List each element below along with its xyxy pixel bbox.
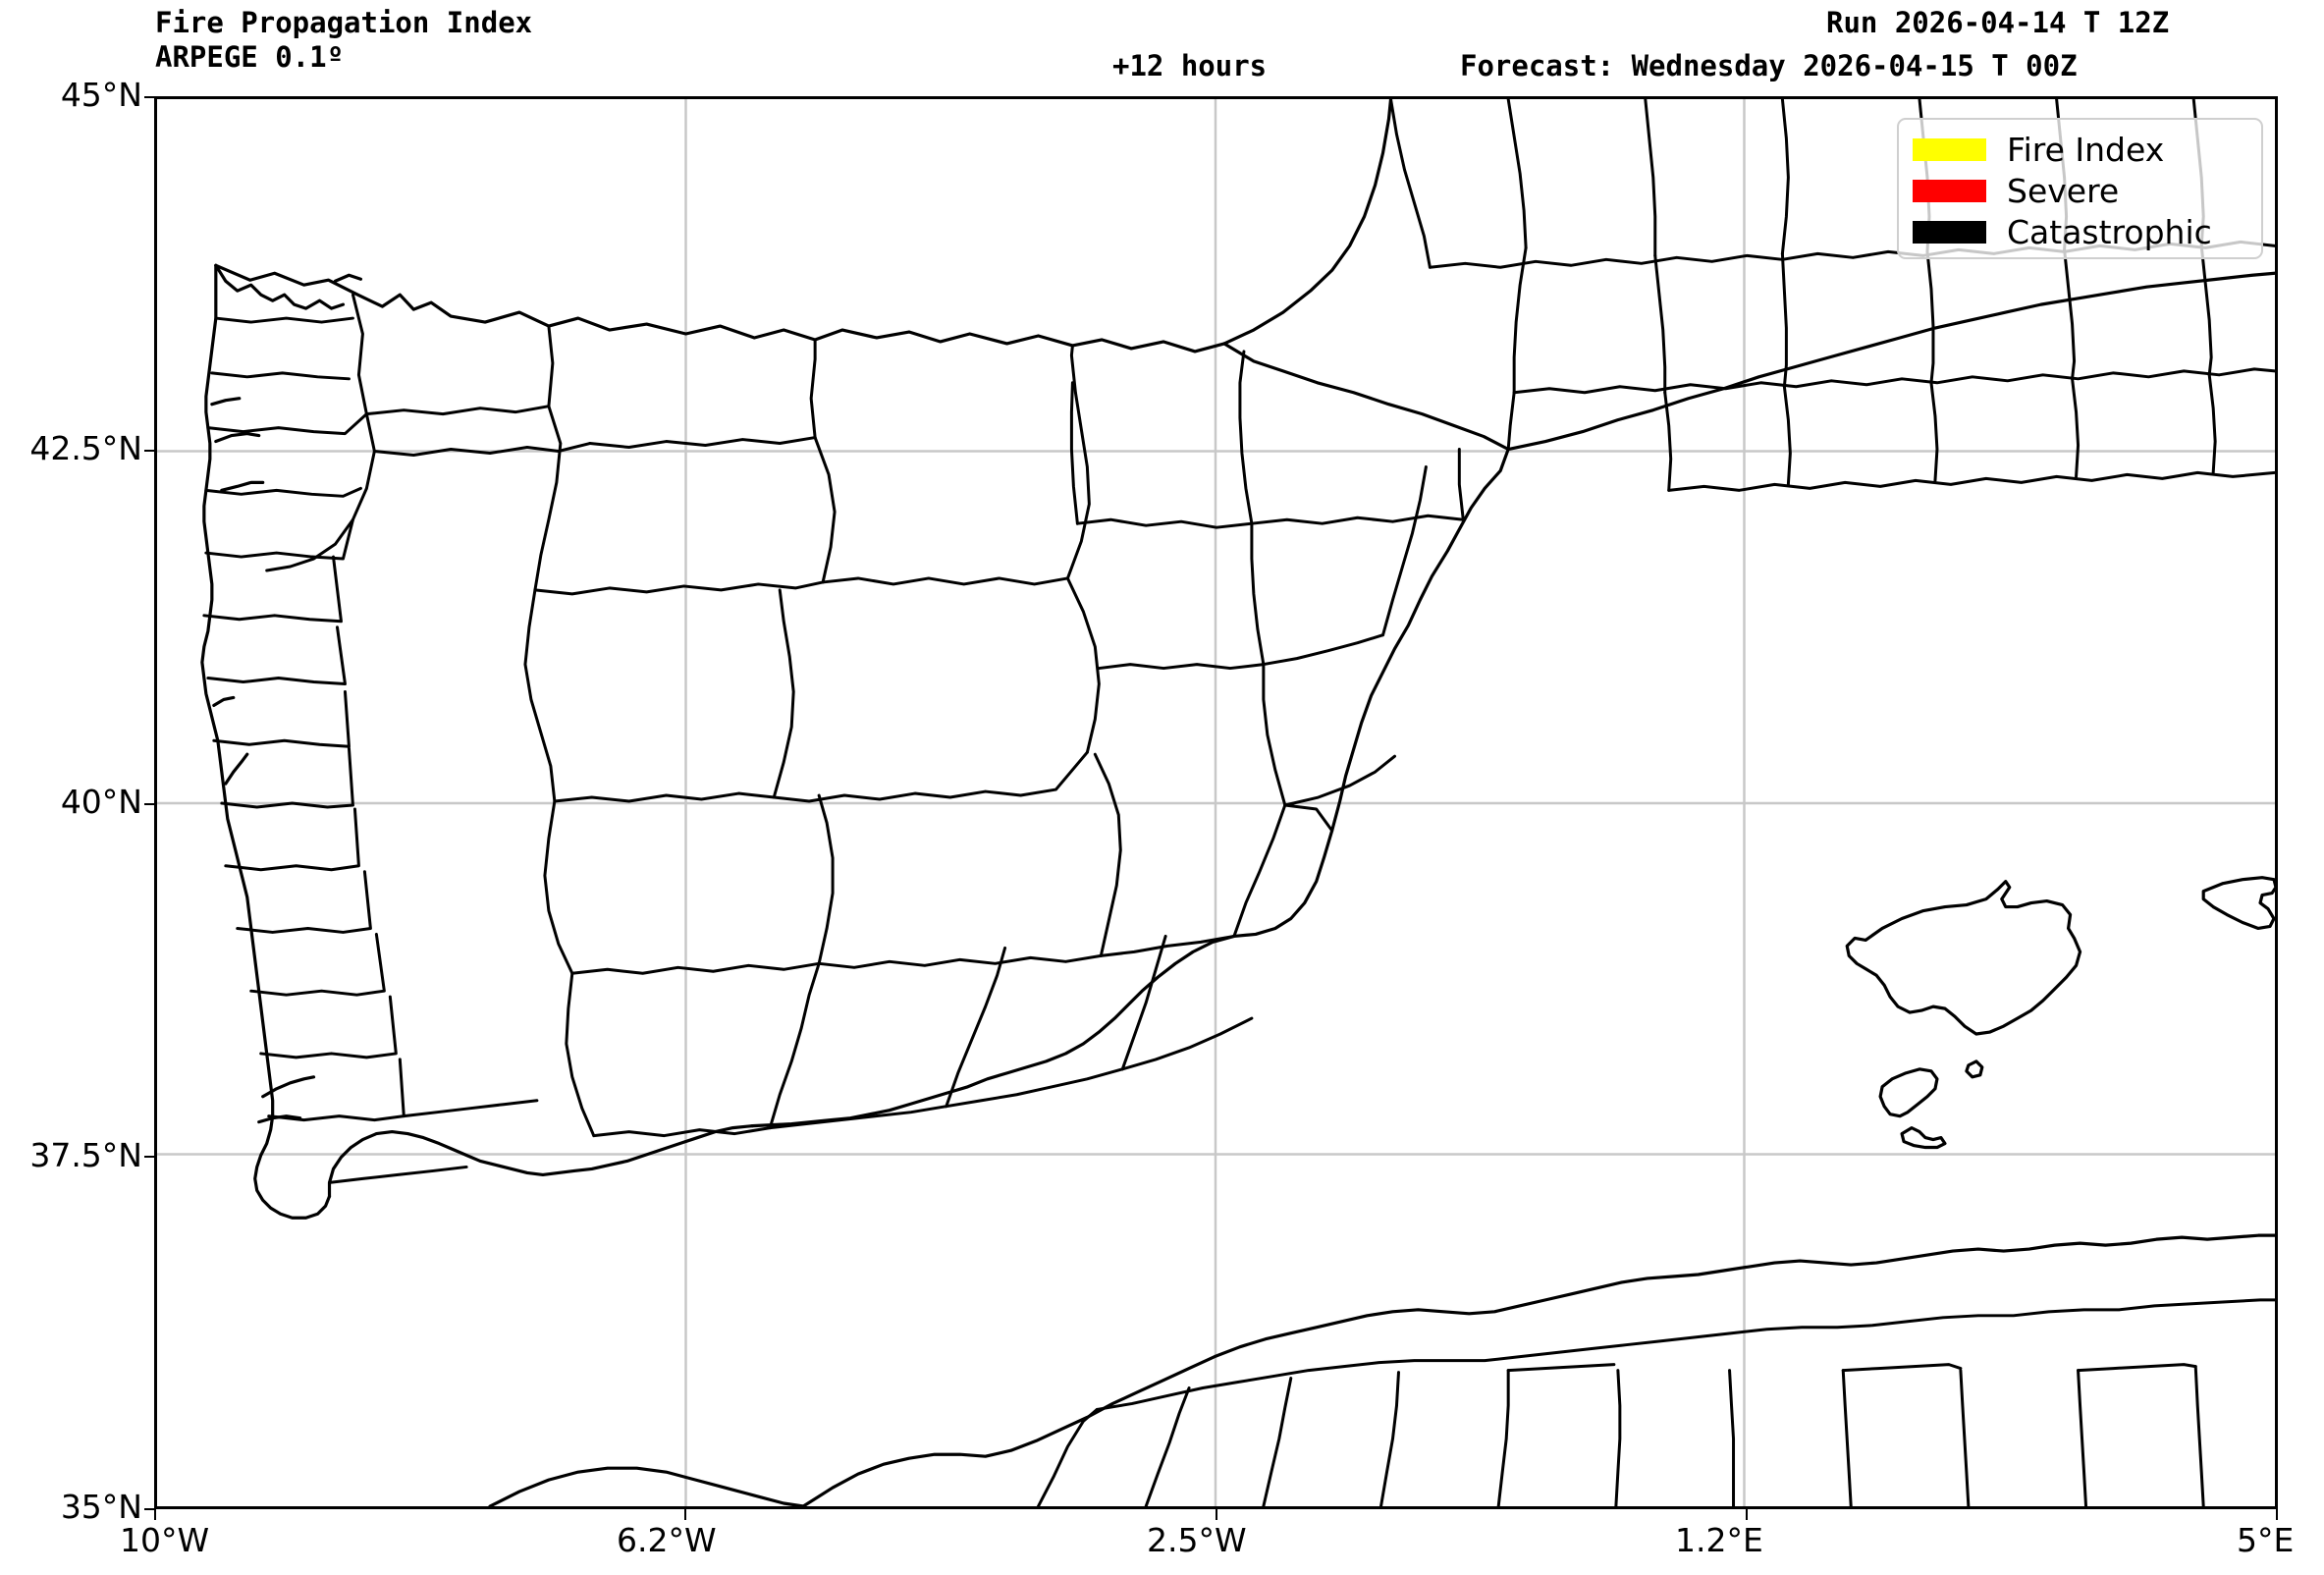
cabrera-island [1965,1059,1984,1079]
north-africa-province-borders [1037,1298,2275,1506]
tagus-estuary [261,1075,316,1099]
legend-item-fire-index: Fire Index [1899,129,2261,170]
menorca-island [2201,876,2275,931]
x-tick-label-5e: 5°E [2237,1521,2295,1559]
ria-muros [210,397,242,407]
france-mediterranean-coast [1506,271,2275,452]
x-tick-label-1p2e: 1.2°E [1675,1521,1763,1559]
y-tick-label-37p5n: 37.5°N [29,1136,142,1174]
legend-swatch-fire-index [1913,137,1986,161]
y-tick-mark-42p5n [144,450,155,452]
morocco-north-coast [488,1466,805,1506]
ibiza-island [1878,1067,1939,1118]
andalusia-coast [327,1124,754,1198]
x-tick-mark-1p2e [1746,1509,1748,1520]
pyrenees-border [1222,342,1510,452]
legend-label-severe: Severe [2007,171,2120,210]
map-canvas [157,99,2275,1506]
formentera-island [1900,1126,1947,1150]
portugal-coastline [200,263,332,1220]
y-tick-mark-35n [144,1508,155,1510]
x-tick-mark-2p5w [1216,1509,1217,1520]
iberia-coastline [214,99,1393,353]
north-africa-coastline [801,1233,2275,1506]
ria-vigo [220,480,265,492]
y-tick-label-42p5n: 42.5°N [29,429,142,467]
y-tick-label-45n: 45°N [60,76,142,114]
ria-ferrol [333,273,363,283]
legend-item-severe: Severe [1899,170,2261,211]
y-tick-mark-40n [144,803,155,805]
legend-item-catastrophic: Catastrophic [1899,211,2261,252]
spain-province-borders [265,293,1465,1138]
douro-mouth [212,695,236,708]
x-tick-mark-10w [154,1509,156,1520]
x-tick-label-10w: 10°W [120,1521,210,1559]
forecast-valid-label: Forecast: Wednesday 2026-04-15 T 00Z [1460,49,2078,82]
x-tick-mark-6p2w [684,1509,686,1520]
y-tick-label-35n: 35°N [60,1488,142,1526]
legend-swatch-catastrophic [1913,220,1986,244]
model-label: ARPEGE 0.1º [155,40,345,74]
galicia-rias [214,263,346,310]
ria-arousa [214,431,261,444]
page-title: Fire Propagation Index [155,6,533,39]
lead-time-label: +12 hours [1112,49,1268,82]
legend-label-fire-index: Fire Index [2007,130,2165,169]
x-tick-mark-5e [2276,1509,2278,1520]
y-tick-mark-37p5n [144,1156,155,1158]
y-tick-mark-45n [144,96,155,98]
legend-box: Fire Index Severe Catastrophic [1897,118,2263,259]
legend-swatch-severe [1913,179,1986,202]
map-gridlines [157,99,2275,1506]
mallorca-island [1845,880,2082,1036]
x-tick-label-6p2w: 6.2°W [617,1521,717,1559]
run-timestamp-label: Run 2026-04-14 T 12Z [1826,6,2170,39]
france-department-borders [1389,99,2275,492]
map-geometry [200,99,2275,1506]
portugal-district-borders [202,316,539,1184]
x-tick-label-2p5w: 2.5°W [1147,1521,1247,1559]
map-plot-area[interactable] [154,96,2278,1509]
legend-label-catastrophic: Catastrophic [2007,212,2212,251]
y-tick-label-40n: 40°N [60,783,142,821]
ria-aveiro [224,752,249,786]
mediterranean-coast-spain [750,447,1510,1128]
